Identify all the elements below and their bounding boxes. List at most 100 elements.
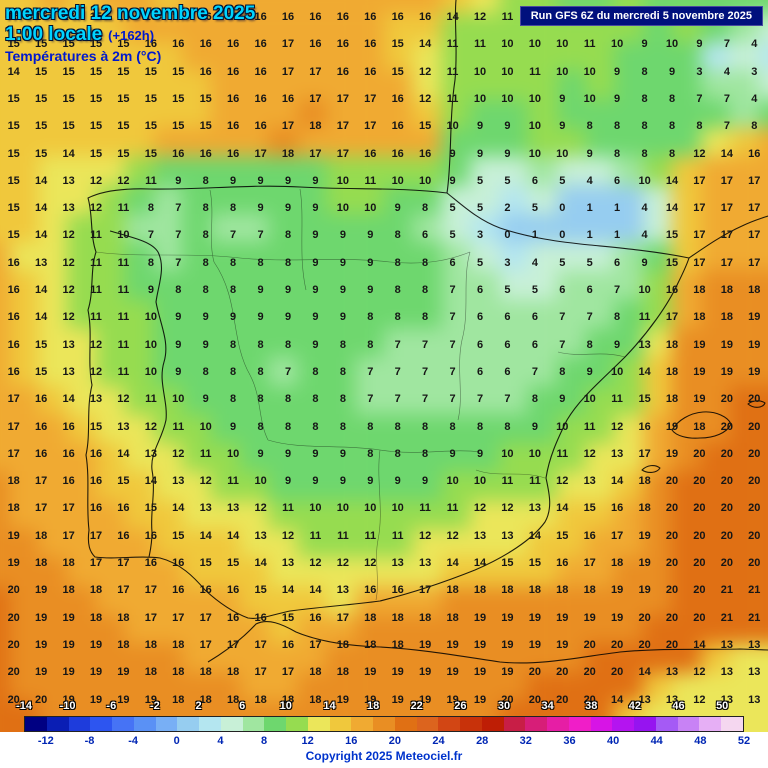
- temp-value: 11: [145, 393, 157, 406]
- temp-value: 16: [418, 147, 432, 160]
- temp-value: 19: [501, 638, 514, 651]
- temp-value: 16: [336, 38, 350, 51]
- temp-value: 10: [144, 365, 158, 378]
- temp-cell: [556, 98, 587, 129]
- temp-value: 16: [226, 65, 240, 78]
- temp-cell: [355, 41, 386, 72]
- scale-label: 48: [694, 735, 707, 747]
- temp-value: 10: [226, 447, 240, 460]
- temp-cell: [297, 98, 328, 129]
- temp-value: 17: [117, 557, 130, 569]
- temp-value: 16: [364, 11, 377, 23]
- temp-value: 16: [199, 584, 212, 597]
- temp-value: 8: [394, 447, 401, 460]
- temp-cell: [585, 127, 616, 158]
- temp-value: 17: [693, 256, 706, 269]
- temp-value: 8: [422, 420, 429, 433]
- temp-value: 1: [531, 229, 538, 242]
- temp-value: 18: [62, 557, 75, 569]
- temp-value: 16: [62, 447, 75, 460]
- temp-cell: [268, 0, 299, 13]
- temp-value: 16: [391, 11, 404, 23]
- temp-value: 8: [696, 120, 703, 133]
- scale-label: 30: [497, 700, 511, 712]
- temp-value: 8: [284, 393, 292, 406]
- scale-segment: [547, 717, 569, 731]
- temp-value: 16: [172, 584, 185, 597]
- temp-value: 9: [202, 338, 209, 351]
- temp-value: 16: [7, 311, 20, 324]
- temp-value: 20: [693, 557, 706, 569]
- temp-value: 8: [394, 311, 401, 324]
- temp-value: 12: [501, 502, 514, 515]
- temp-value: 10: [556, 38, 569, 51]
- temp-value: 8: [367, 311, 374, 324]
- temp-value: 11: [446, 38, 459, 51]
- temp-value: 20: [610, 666, 624, 679]
- temp-value: 20: [583, 638, 596, 651]
- temp-value: 17: [336, 147, 350, 160]
- temp-value: 15: [199, 120, 212, 133]
- temp-value: 8: [614, 120, 621, 133]
- temp-value: 16: [281, 11, 295, 23]
- temp-value: 7: [723, 92, 730, 105]
- temp-cell: [38, 0, 69, 13]
- temp-value: 16: [7, 338, 20, 351]
- temp-value: 12: [144, 420, 158, 433]
- temp-cell: [211, 156, 241, 187]
- temp-value: 5: [476, 202, 484, 215]
- temp-value: 15: [144, 65, 158, 78]
- temp-value: 15: [7, 202, 20, 215]
- temp-value: 17: [7, 420, 20, 433]
- temp-value: 15: [7, 92, 20, 105]
- scale-segment: [46, 717, 69, 731]
- temp-value: 11: [556, 447, 569, 460]
- temp-cell: [412, 0, 443, 13]
- temp-value: 16: [336, 11, 350, 23]
- temp-value: 17: [199, 611, 212, 624]
- temp-value: 9: [312, 447, 319, 460]
- temp-value: 12: [418, 529, 432, 542]
- temp-value: 14: [446, 557, 459, 569]
- temp-value: 9: [175, 365, 182, 378]
- temp-value: 9: [614, 92, 621, 105]
- temp-value: 16: [748, 147, 761, 160]
- temp-value: 11: [117, 256, 130, 269]
- temp-cell: [153, 0, 184, 13]
- temp-value: 6: [559, 284, 566, 296]
- temp-value: 17: [336, 92, 350, 105]
- temp-value: 9: [559, 92, 566, 105]
- temp-value: 12: [62, 256, 75, 269]
- temp-value: 16: [309, 11, 322, 23]
- scale-segment: [721, 717, 743, 731]
- temp-cell: [211, 98, 241, 129]
- temp-value: 11: [145, 174, 157, 187]
- scale-label: -8: [84, 735, 95, 747]
- temp-value: 16: [665, 284, 679, 296]
- temp-value: 15: [89, 92, 103, 105]
- temp-value: 18: [7, 502, 20, 515]
- scale-label: 38: [585, 700, 598, 712]
- temp-value: 6: [476, 284, 484, 296]
- temp-value: 14: [281, 584, 295, 597]
- temp-cell: [0, 127, 11, 158]
- temp-value: 8: [202, 229, 209, 242]
- temp-value: 17: [748, 174, 761, 187]
- temp-value: 20: [748, 502, 761, 515]
- temp-cell: [211, 127, 241, 158]
- temp-cell: [297, 41, 328, 72]
- temp-value: 20: [665, 529, 679, 542]
- temp-value: 9: [504, 147, 511, 160]
- temp-cell: [9, 41, 40, 72]
- temp-value: 20: [528, 666, 542, 679]
- temp-value: 1: [614, 202, 621, 215]
- temp-value: 12: [446, 529, 459, 542]
- temp-cell: [643, 41, 674, 72]
- temp-value: 6: [422, 229, 429, 242]
- temp-value: 16: [172, 147, 185, 160]
- scale-segment: [351, 717, 373, 731]
- temp-value: 6: [504, 365, 511, 378]
- temp-value: 7: [559, 311, 566, 324]
- temp-value: 18: [34, 529, 48, 542]
